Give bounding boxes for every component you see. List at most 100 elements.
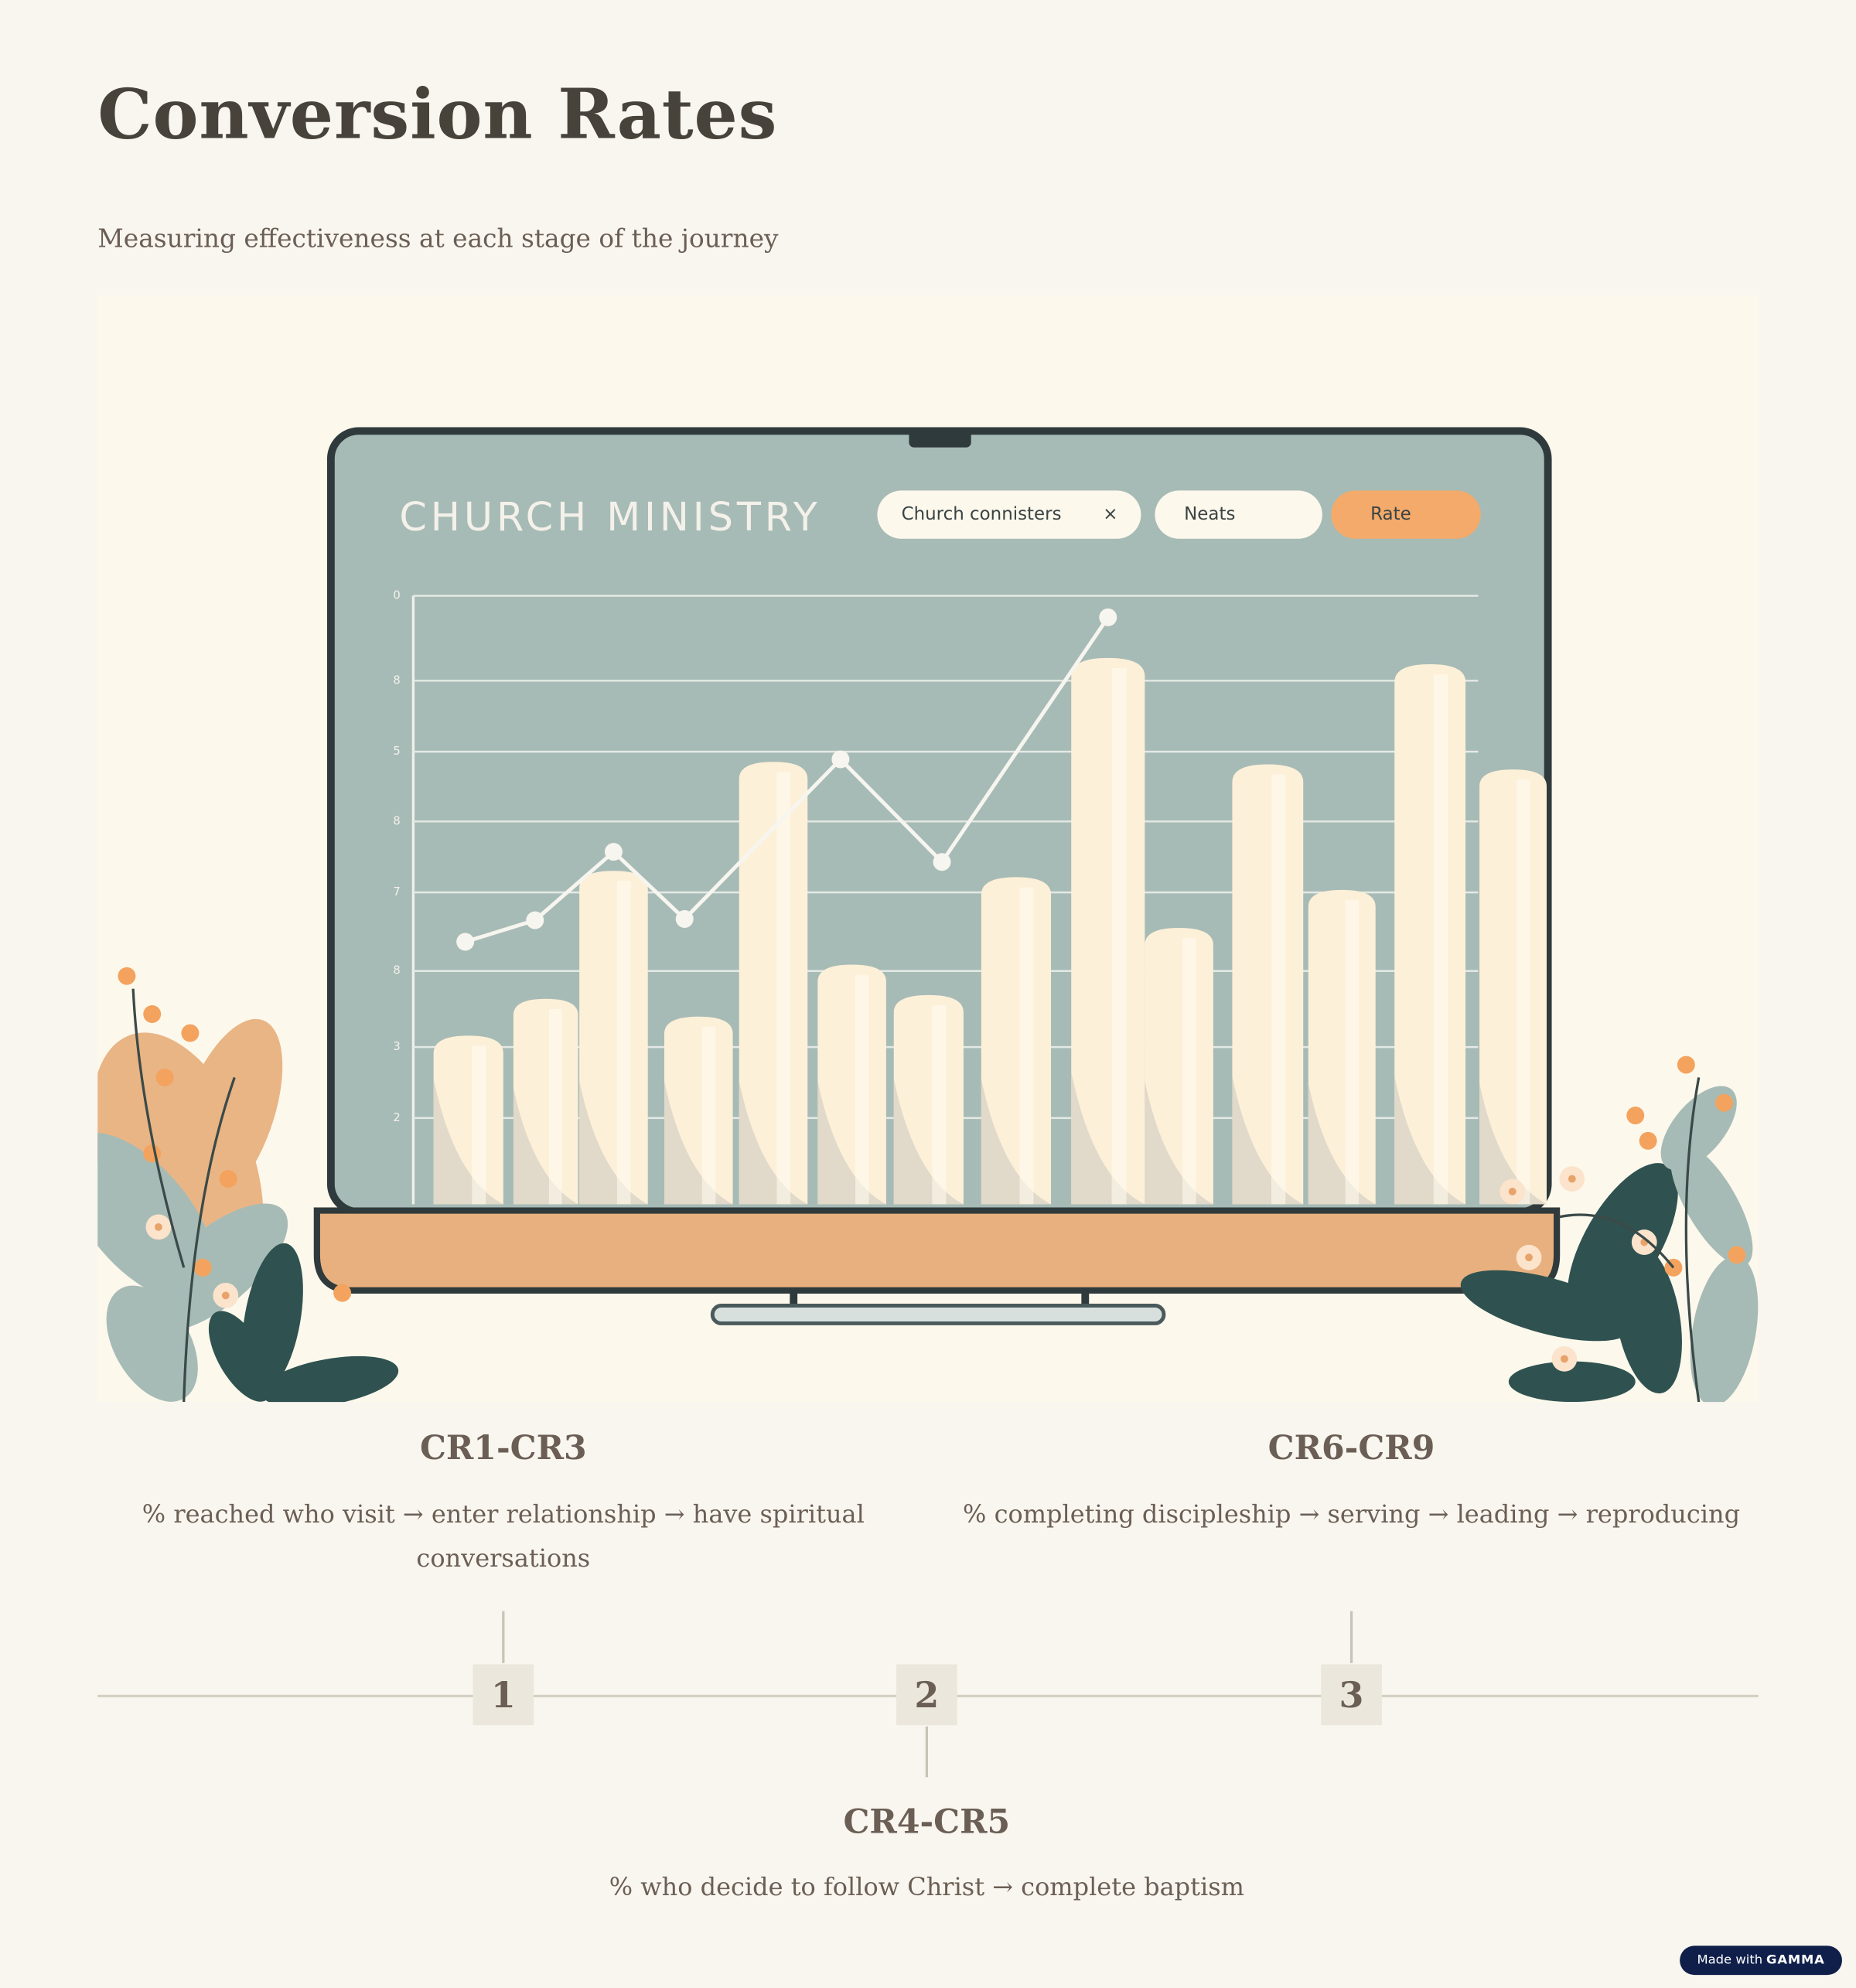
flower-bud	[181, 1024, 200, 1042]
screen-bar-highlight	[1111, 667, 1127, 1205]
screen-bar-shade	[1308, 1083, 1376, 1205]
screen-bar-highlight	[1345, 899, 1359, 1205]
stand-leg	[1081, 1290, 1090, 1308]
flower-bud	[1639, 1131, 1657, 1150]
badge-brand: GAMMA	[1766, 1953, 1825, 1968]
screen-bar-shade	[817, 1081, 886, 1205]
screen-point	[1099, 608, 1117, 626]
flower-bud	[333, 1284, 352, 1302]
screen-title: CHURCH MINISTRY	[399, 494, 821, 540]
screen-point	[456, 933, 475, 951]
screen-bar-highlight	[1019, 887, 1034, 1205]
screen-bar-shade	[1145, 1081, 1213, 1205]
leaf	[1460, 1270, 1633, 1342]
step-description: % who decide to follow Christ → complete…	[609, 1872, 1244, 1902]
flower-bud	[193, 1258, 212, 1277]
flower-center	[1508, 1188, 1517, 1195]
screen-axis-label: 0	[393, 588, 400, 602]
stand	[710, 1304, 1166, 1325]
screen-bar-shade	[1071, 1072, 1145, 1205]
button-label: Rate	[1370, 504, 1411, 524]
foliage	[97, 967, 1759, 1403]
leaf	[173, 1018, 283, 1212]
leaf	[1567, 1163, 1678, 1321]
screen-bar-shade	[664, 1081, 733, 1205]
leaf	[1690, 1256, 1759, 1403]
screen-bar-shade	[739, 1081, 808, 1205]
camera	[909, 427, 971, 448]
screen-bar	[981, 877, 1052, 1205]
flower-bud	[1626, 1107, 1645, 1125]
screen-point	[831, 750, 850, 769]
step-title: CR1-CR3	[419, 1430, 587, 1468]
screen-point	[604, 843, 623, 861]
title: Conversion Rates	[97, 73, 778, 155]
button-label: Church connisters	[902, 504, 1062, 524]
illustration: CHURCH MINISTRY Church connisters × Neat…	[97, 295, 1759, 1403]
leaf	[1670, 1142, 1753, 1267]
laptop-base	[313, 1207, 1561, 1294]
screen-bar-highlight	[1182, 938, 1196, 1205]
screen-point	[526, 911, 544, 929]
flower-bud	[1728, 1246, 1746, 1264]
flower-center	[154, 1222, 162, 1231]
leaf	[106, 1285, 198, 1402]
screen-bar-highlight	[616, 881, 631, 1205]
flower-bud	[1715, 1093, 1733, 1112]
stem	[1559, 1077, 1701, 1403]
screen-bar-highlight	[1516, 779, 1530, 1205]
screen-bar-shade	[893, 1079, 964, 1205]
step-title: CR6-CR9	[1267, 1430, 1435, 1468]
screen-bar-shade	[579, 1081, 648, 1205]
step-number: 1	[473, 1664, 534, 1726]
button	[1331, 490, 1481, 539]
screen-bar-highlight	[701, 1026, 716, 1205]
subtitle: Measuring effectiveness at each stage of…	[97, 223, 779, 254]
leaf	[1508, 1361, 1636, 1403]
step-description: % completing discipleship → serving → le…	[963, 1499, 1741, 1529]
screen-bar-highlight	[776, 772, 791, 1205]
screen-axis-label: 8	[393, 673, 400, 687]
flower-center	[1568, 1175, 1576, 1183]
flower-bud	[118, 967, 136, 985]
flower-center	[221, 1291, 230, 1300]
stem	[131, 988, 236, 1403]
stand-leg	[790, 1290, 798, 1308]
screen-axis-label: 8	[393, 964, 400, 977]
screen-bar-highlight	[1433, 674, 1448, 1205]
connector	[502, 1611, 505, 1663]
flower-bud	[155, 1068, 174, 1086]
button	[1155, 490, 1322, 539]
flower-bud	[143, 1144, 162, 1163]
connector	[925, 1726, 928, 1778]
flower-center	[1525, 1253, 1533, 1262]
screen-bar-shade	[1394, 1076, 1466, 1205]
step-title: CR4-CR5	[843, 1803, 1011, 1842]
screen-bar-highlight	[855, 974, 869, 1205]
step-number: 2	[896, 1664, 957, 1726]
badge-prefix: Made with	[1697, 1953, 1763, 1968]
screen-bar-shade	[1479, 1083, 1547, 1205]
flower-bud	[1677, 1055, 1695, 1074]
screen-bar-highlight	[1271, 774, 1286, 1205]
screen-chart: 0 8 5 8 7 8 3 2	[393, 588, 1547, 1205]
screen-point	[675, 910, 694, 928]
flower-bud	[219, 1170, 237, 1188]
leaf	[1614, 1243, 1682, 1394]
screen-bar-highlight	[548, 1008, 562, 1205]
badge[interactable]: Made with GAMMA	[1680, 1945, 1842, 1976]
screen-axis-label: 7	[393, 885, 400, 899]
screen-axis-label: 5	[393, 745, 400, 758]
screen-bar-shade	[433, 1079, 503, 1205]
screen-bar	[1071, 657, 1145, 1205]
screen-bar-highlight	[472, 1045, 486, 1205]
screen-bar-shade	[981, 1079, 1052, 1205]
flower-bud	[143, 1004, 162, 1023]
screen-bar-highlight	[932, 1004, 947, 1205]
screen-bar-shade	[1232, 1076, 1304, 1205]
leaf	[143, 1203, 288, 1332]
screen-axis-label: 2	[393, 1111, 400, 1124]
button	[877, 490, 1141, 539]
